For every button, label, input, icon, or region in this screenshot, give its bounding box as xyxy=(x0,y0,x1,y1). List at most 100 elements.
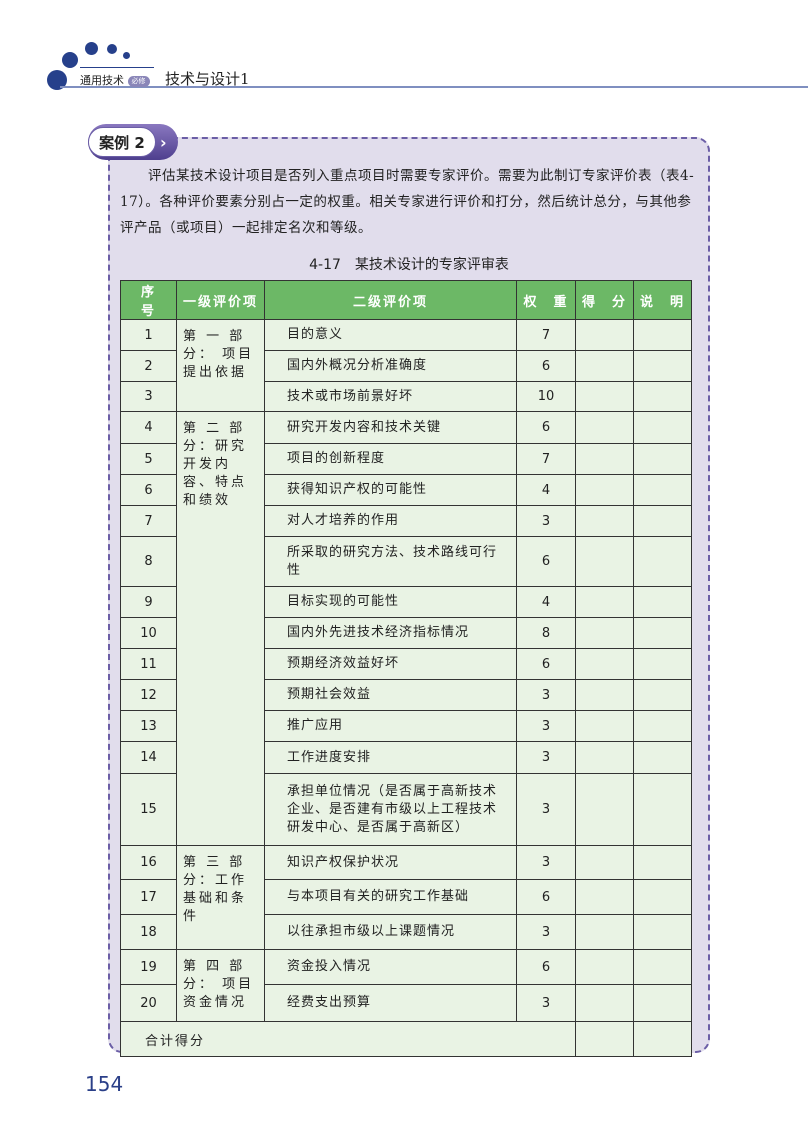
table-row: 9 目标实现的可能性 4 xyxy=(120,586,692,618)
case-paragraph: 评估某技术设计项目是否列入重点项目时需要专家评价。需要为此制订专家评价表（表4-… xyxy=(120,168,695,236)
score-cell xyxy=(575,879,634,915)
note-cell xyxy=(633,845,692,880)
weight: 6 xyxy=(516,411,576,444)
secondary-item: 项目的创新程度 xyxy=(264,443,517,475)
secondary-item: 预期社会效益 xyxy=(264,679,517,711)
row-number: 12 xyxy=(120,679,177,711)
decor-dot xyxy=(85,42,98,55)
table-row: 13 推广应用 3 xyxy=(120,710,692,742)
score-cell xyxy=(575,845,634,880)
row-number: 15 xyxy=(120,773,177,846)
row-number: 19 xyxy=(120,949,177,985)
row-number: 9 xyxy=(120,586,177,618)
column-header: 说 明 xyxy=(633,280,692,320)
weight: 3 xyxy=(516,914,576,950)
row-number: 4 xyxy=(120,411,177,444)
table-row: 3 技术或市场前景好坏 10 xyxy=(120,381,692,412)
weight: 7 xyxy=(516,319,576,351)
case-label: 案例 2 xyxy=(88,127,156,157)
note-cell xyxy=(633,710,692,742)
book-title: 技术与设计1 xyxy=(165,70,250,88)
secondary-item: 对人才培养的作用 xyxy=(264,505,517,537)
note-cell xyxy=(633,319,692,351)
table-row: 14 工作进度安排 3 xyxy=(120,741,692,774)
chevron-right-icon: › xyxy=(160,133,167,152)
column-header: 一级评价项 xyxy=(176,280,265,320)
note-cell xyxy=(633,984,692,1022)
weight: 3 xyxy=(516,679,576,711)
weight: 4 xyxy=(516,474,576,506)
row-number: 20 xyxy=(120,984,177,1022)
weight: 4 xyxy=(516,586,576,618)
table-row: 18 以往承担市级以上课题情况 3 xyxy=(120,914,692,950)
primary-item: 第 四 部分： 项目资金情况 xyxy=(176,949,265,1022)
decor-dot xyxy=(123,52,130,59)
score-cell xyxy=(575,381,634,412)
secondary-item: 目标实现的可能性 xyxy=(264,586,517,618)
note-cell xyxy=(633,536,692,587)
secondary-item: 与本项目有关的研究工作基础 xyxy=(264,879,517,915)
divider xyxy=(80,67,154,68)
note-cell xyxy=(633,648,692,680)
table-row: 15 承担单位情况（是否属于高新技术企业、是否建有市级以上工程技术研发中心、是否属… xyxy=(120,773,692,846)
primary-item: 第 二 部分：研究开发内容、特点和绩效 xyxy=(176,411,265,846)
secondary-item: 所采取的研究方法、技术路线可行性 xyxy=(264,536,517,587)
score-cell xyxy=(575,536,634,587)
weight: 3 xyxy=(516,505,576,537)
row-number: 17 xyxy=(120,879,177,915)
secondary-item: 预期经济效益好坏 xyxy=(264,648,517,680)
decor-dot xyxy=(107,44,117,54)
secondary-item: 获得知识产权的可能性 xyxy=(264,474,517,506)
table-row: 12 预期社会效益 3 xyxy=(120,679,692,711)
table-row: 11 预期经济效益好坏 6 xyxy=(120,648,692,680)
required-badge: 必修 xyxy=(127,75,150,87)
weight: 6 xyxy=(516,879,576,915)
row-number: 7 xyxy=(120,505,177,537)
secondary-item: 技术或市场前景好坏 xyxy=(264,381,517,412)
column-header: 得 分 xyxy=(575,280,634,320)
table-row: 16 第 三 部分：工作基础和条件 知识产权保护状况 3 xyxy=(120,845,692,950)
row-number: 6 xyxy=(120,474,177,506)
weight: 6 xyxy=(516,648,576,680)
note-cell xyxy=(633,586,692,618)
row-number: 8 xyxy=(120,536,177,587)
row-number: 10 xyxy=(120,617,177,649)
header-rule xyxy=(60,86,808,88)
series-title: 通用技术 必修 xyxy=(80,72,150,88)
weight: 6 xyxy=(516,350,576,382)
total-note-cell xyxy=(633,1021,692,1057)
table-row: 2 国内外概况分析准确度 6 xyxy=(120,350,692,382)
score-cell xyxy=(575,411,634,444)
table-row: 7 对人才培养的作用 3 xyxy=(120,505,692,537)
note-cell xyxy=(633,914,692,950)
score-cell xyxy=(575,350,634,382)
secondary-item: 工作进度安排 xyxy=(264,741,517,774)
score-cell xyxy=(575,679,634,711)
weight: 3 xyxy=(516,984,576,1022)
weight: 3 xyxy=(516,710,576,742)
score-cell xyxy=(575,773,634,846)
secondary-item: 以往承担市级以上课题情况 xyxy=(264,914,517,950)
table-caption: 4-17 某技术设计的专家评审表 xyxy=(309,257,509,273)
weight: 3 xyxy=(516,741,576,774)
weight: 3 xyxy=(516,845,576,880)
table-row: 6 获得知识产权的可能性 4 xyxy=(120,474,692,506)
score-cell xyxy=(575,505,634,537)
column-header: 序 号 xyxy=(120,280,177,320)
note-cell xyxy=(633,411,692,444)
row-number: 1 xyxy=(120,319,177,351)
row-number: 18 xyxy=(120,914,177,950)
score-cell xyxy=(575,984,634,1022)
secondary-item: 知识产权保护状况 xyxy=(264,845,517,880)
note-cell xyxy=(633,679,692,711)
total-score-cell xyxy=(575,1021,634,1057)
decor-dot xyxy=(47,70,67,90)
secondary-item: 推广应用 xyxy=(264,710,517,742)
note-cell xyxy=(633,505,692,537)
secondary-item: 国内外概况分析准确度 xyxy=(264,350,517,382)
row-number: 11 xyxy=(120,648,177,680)
secondary-item: 国内外先进技术经济指标情况 xyxy=(264,617,517,649)
